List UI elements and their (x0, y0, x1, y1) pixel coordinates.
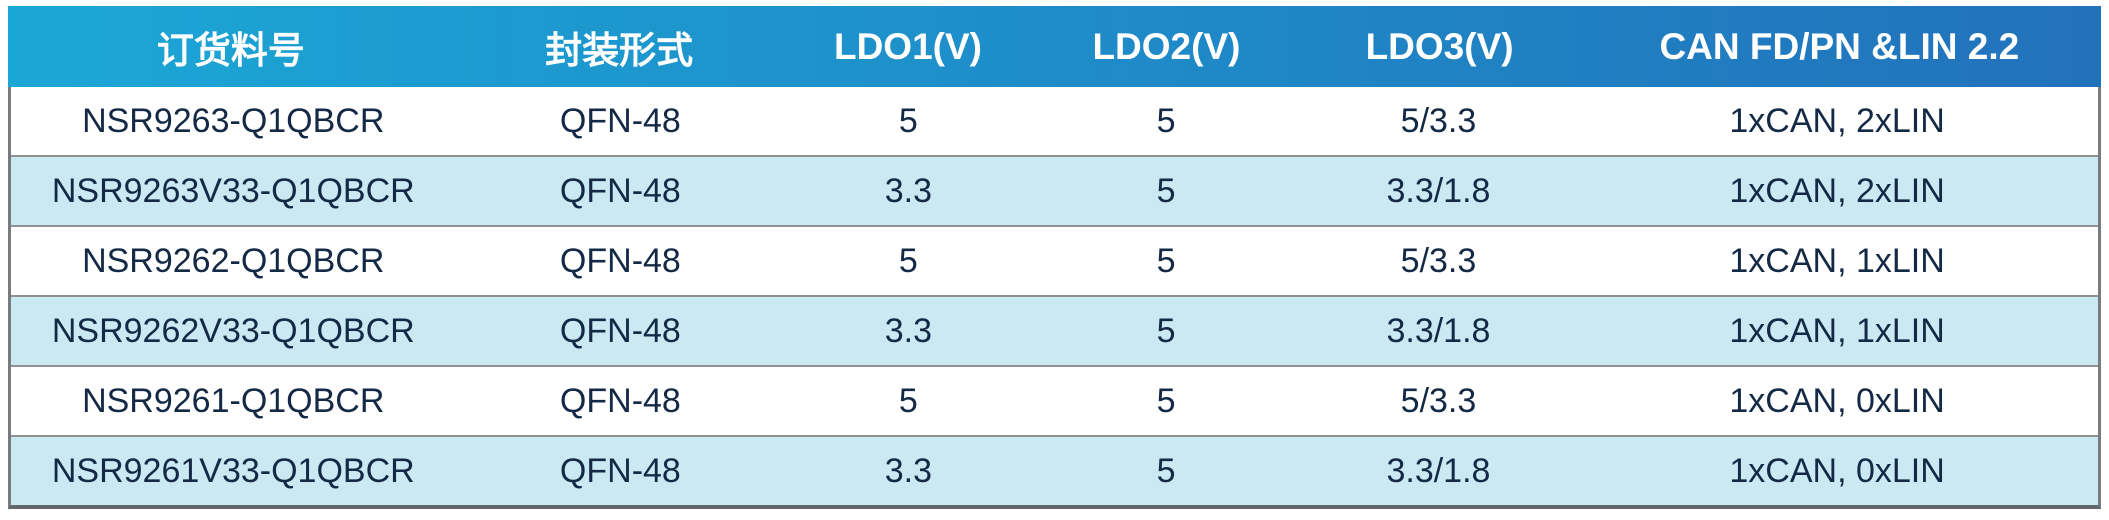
package-type-cell: QFN-48 (559, 171, 681, 210)
order-part-number-cell: NSR9261V33-Q1QBCR (51, 451, 415, 490)
can-lin-config-cell: 1xCAN, 0xLIN (1729, 381, 1945, 420)
table-row: NSR9262V33-Q1QBCR QFN-48 3.3 5 3.3/1.8 1xCAN,… (11, 295, 2098, 365)
ldo2-voltage-cell: 5 (1156, 311, 1176, 350)
package-type-cell: QFN-48 (559, 381, 681, 420)
ldo2-voltage-cell: 5 (1156, 241, 1176, 280)
table-body: NSR9263-Q1QBCR QFN-48 5 5 5/3.3 1xCAN, 2xLIN N… (8, 87, 2101, 509)
can-lin-config-cell: 1xCAN, 1xLIN (1729, 241, 1945, 280)
table-header-row: 订货料号 封装形式 LDO1(V) LDO2(V) LDO3(V) CAN FD/PN &… (8, 6, 2101, 87)
table-row: NSR9263-Q1QBCR QFN-48 5 5 5/3.3 1xCAN, 2xLIN (11, 87, 2098, 155)
ldo1-voltage-cell: 3.3 (884, 171, 933, 210)
ldo3-voltage-cell: 3.3/1.8 (1386, 451, 1491, 490)
ldo1-voltage-cell: 5 (898, 381, 918, 420)
can-lin-config-cell: 1xCAN, 2xLIN (1729, 101, 1945, 140)
ldo3-voltage-cell: 5/3.3 (1400, 381, 1477, 420)
ordering-info-table: 订货料号 封装形式 LDO1(V) LDO2(V) LDO3(V) CAN FD/PN &… (8, 6, 2101, 509)
can-lin-config-cell: 1xCAN, 0xLIN (1729, 451, 1945, 490)
ldo1-voltage-cell: 3.3 (884, 451, 933, 490)
column-header-ldo3-voltage: LDO3(V) (1365, 25, 1514, 67)
ldo1-voltage-cell: 5 (898, 101, 918, 140)
ldo2-voltage-cell: 5 (1156, 101, 1176, 140)
ldo3-voltage-cell: 5/3.3 (1400, 101, 1477, 140)
ldo1-voltage-cell: 5 (898, 241, 918, 280)
column-header-package-type: 封装形式 (545, 29, 694, 71)
ldo3-voltage-cell: 5/3.3 (1400, 241, 1477, 280)
table-row: NSR9261-Q1QBCR QFN-48 5 5 5/3.3 1xCAN, 0xLIN (11, 365, 2098, 435)
package-type-cell: QFN-48 (559, 311, 681, 350)
package-type-cell: QFN-48 (559, 451, 681, 490)
order-part-number-cell: NSR9262V33-Q1QBCR (51, 311, 415, 350)
column-header-can-lin-config: CAN FD/PN &LIN 2.2 (1659, 25, 2020, 67)
table-row: NSR9261V33-Q1QBCR QFN-48 3.3 5 3.3/1.8 1xCAN,… (11, 435, 2098, 505)
ldo2-voltage-cell: 5 (1156, 171, 1176, 210)
order-part-number-cell: NSR9263V33-Q1QBCR (51, 171, 415, 210)
ldo1-voltage-cell: 3.3 (884, 311, 933, 350)
table-row: NSR9262-Q1QBCR QFN-48 5 5 5/3.3 1xCAN, 1xLIN (11, 225, 2098, 295)
order-part-number-cell: NSR9263-Q1QBCR (82, 101, 385, 140)
ldo2-voltage-cell: 5 (1156, 451, 1176, 490)
column-header-order-part-number: 订货料号 (156, 29, 305, 71)
ldo2-voltage-cell: 5 (1156, 381, 1176, 420)
column-header-ldo2-voltage: LDO2(V) (1092, 25, 1241, 67)
order-part-number-cell: NSR9262-Q1QBCR (82, 241, 385, 280)
column-header-ldo1-voltage: LDO1(V) (833, 25, 982, 67)
package-type-cell: QFN-48 (559, 241, 681, 280)
package-type-cell: QFN-48 (559, 101, 681, 140)
can-lin-config-cell: 1xCAN, 1xLIN (1729, 311, 1945, 350)
ldo3-voltage-cell: 3.3/1.8 (1386, 311, 1491, 350)
ldo3-voltage-cell: 3.3/1.8 (1386, 171, 1491, 210)
can-lin-config-cell: 1xCAN, 2xLIN (1729, 171, 1945, 210)
table-row: NSR9263V33-Q1QBCR QFN-48 3.3 5 3.3/1.8 1xCAN,… (11, 155, 2098, 225)
order-part-number-cell: NSR9261-Q1QBCR (82, 381, 385, 420)
